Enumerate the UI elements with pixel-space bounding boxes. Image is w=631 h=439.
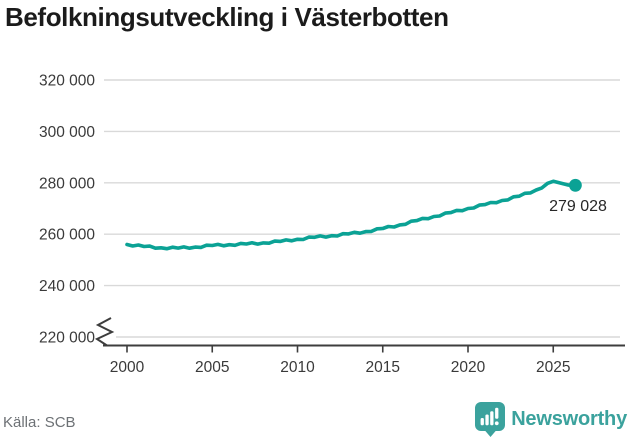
population-line [125,179,578,251]
x-tick-label: 2020 [451,359,486,376]
y-tick-label: 300 000 [39,124,95,141]
x-tick-label: 2000 [110,359,145,376]
newsworthy-logo-link[interactable]: Newsworthy [475,401,627,437]
badge-background [475,401,506,431]
last-point-marker [569,178,582,192]
y-tick-label: 260 000 [39,227,95,244]
y-axis-labels-group: 220 000 240 000 260 000 280 000 300 000 320 0… [39,73,95,347]
bar-2 [485,414,489,425]
bar-1 [480,417,485,425]
y-tick-label: 320 000 [39,73,95,90]
badge-pointer [484,429,497,437]
y-tick-label: 220 000 [39,330,95,347]
bar-chart-speech-bubble-icon [475,401,506,437]
x-axis-group: 2000 2005 2010 2015 2020 2025 [94,317,625,376]
source-label: Källa: SCB [3,414,76,431]
x-tick-label: 2005 [195,359,229,376]
chart-title: Befolkningsutveckling i Västerbotten [5,2,449,32]
x-tick-label: 2025 [536,359,570,376]
y-axis-break-icon [94,317,115,347]
exclamation-bar [495,407,499,419]
y-tick-label: 280 000 [39,175,95,192]
brand-name: Newsworthy [511,408,627,430]
gridlines-group [104,79,620,338]
x-tick-label: 2010 [280,359,315,376]
exclamation-dot [495,420,499,425]
x-tick-label: 2015 [366,359,400,376]
bar-3 [490,410,494,425]
series-group: 279 028 [125,178,607,251]
last-point-label: 279 028 [549,198,607,215]
y-tick-label: 240 000 [39,278,95,295]
